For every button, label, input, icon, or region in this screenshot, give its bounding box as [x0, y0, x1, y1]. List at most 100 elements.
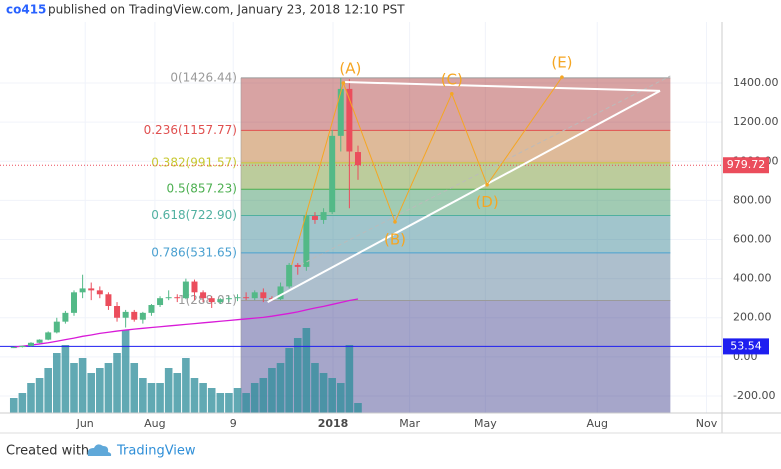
volume-bar — [173, 373, 182, 413]
candle-body — [277, 286, 284, 300]
candle-body — [62, 312, 69, 322]
volume-bar — [156, 383, 164, 413]
volume-bar — [345, 345, 354, 413]
candle-body — [303, 216, 310, 267]
wave-point — [341, 81, 346, 85]
volume-bar — [44, 368, 52, 413]
fib-label: 0(1426.44) — [170, 70, 237, 84]
candle-body — [320, 212, 327, 220]
volume-bar — [336, 383, 345, 413]
volume-bar — [354, 403, 362, 413]
volume-bar — [207, 388, 216, 413]
candle-body — [148, 305, 155, 313]
candle-body — [157, 298, 164, 306]
wave-point — [485, 182, 489, 187]
x-tick-label: Nov — [696, 417, 718, 430]
volume-bar — [285, 348, 293, 413]
y-tick-label: 1200.00 — [733, 115, 779, 128]
volume-bar — [319, 373, 328, 413]
volume-bar — [242, 393, 250, 413]
candle-body — [174, 297, 181, 299]
price-tag-label: 979.72 — [727, 158, 766, 171]
x-tick-label: Jun — [76, 417, 94, 430]
volume-bar — [130, 363, 139, 413]
volume-bar — [139, 378, 147, 413]
candle-body — [45, 332, 52, 340]
candle-body — [294, 264, 301, 267]
fib-label: 0.5(857.23) — [167, 182, 237, 196]
candle-body — [165, 297, 172, 299]
candle-body — [10, 347, 17, 349]
candle-body — [88, 288, 95, 291]
volume-bar — [233, 388, 242, 413]
fib-label: 0.786(531.65) — [151, 245, 237, 259]
x-tick-label: 9 — [230, 417, 237, 430]
fib-zone — [240, 252, 671, 301]
candle-body — [105, 294, 112, 307]
y-tick-label: 800.00 — [733, 193, 772, 206]
candle-body — [53, 321, 60, 333]
y-tick-label: -200.00 — [733, 389, 775, 402]
y-tick-label: 400.00 — [733, 272, 772, 285]
volume-bar — [52, 353, 61, 413]
fib-zone — [240, 162, 671, 190]
volume-bar — [147, 383, 156, 413]
volume-bar — [61, 345, 70, 413]
candle-body — [27, 342, 34, 346]
volume-bar — [268, 368, 276, 413]
x-tick-label: Mar — [399, 417, 420, 430]
volume-bar — [216, 393, 225, 413]
indicator-tag-label: 53.54 — [730, 339, 762, 352]
volume-bar — [113, 353, 121, 413]
trendline — [267, 89, 661, 303]
y-tick-label: 1400.00 — [733, 76, 779, 89]
price-tag — [723, 157, 769, 174]
logo-icon[interactable] — [87, 444, 112, 456]
author[interactable]: co415 — [6, 3, 46, 17]
candle-body — [260, 292, 267, 299]
candle-body — [79, 288, 86, 293]
candle-body — [19, 345, 26, 348]
wave-label: (C) — [441, 70, 463, 88]
volume-bar — [121, 330, 130, 413]
brand[interactable]: TradingView — [116, 444, 196, 459]
x-tick-label: May — [474, 417, 497, 430]
fib-label: 1(288.01) — [178, 293, 237, 307]
y-tick-label: 200.00 — [733, 311, 772, 324]
volume-bar — [250, 383, 259, 413]
candle-body — [243, 297, 250, 299]
x-tick-label: Aug — [586, 417, 607, 430]
candle-body — [182, 281, 189, 299]
logo[interactable] — [87, 444, 112, 456]
x-tick-label: 2018 — [318, 417, 349, 430]
candle-body — [329, 135, 336, 213]
created-with: Created with — [6, 444, 89, 459]
fib-zone — [240, 130, 671, 163]
published: published on TradingView.com, January 23… — [48, 3, 405, 17]
candle-body — [191, 281, 198, 293]
volume-bar — [225, 393, 233, 413]
candle-body — [234, 297, 241, 299]
candle-body — [96, 290, 103, 295]
candle-body — [337, 88, 344, 136]
plot: 0(1426.44) 0.236(1157.77) 0.382(991.57) 0.5… — [0, 22, 722, 413]
volume-bar — [199, 383, 207, 413]
volume-bar — [35, 378, 44, 413]
dashed-line — [300, 75, 671, 266]
candle-body — [217, 299, 224, 303]
candle-body — [346, 88, 353, 152]
candle-body — [286, 264, 293, 287]
volume-bar — [302, 328, 311, 413]
volume-bar — [311, 363, 319, 413]
wave-path — [291, 76, 563, 266]
trendline — [345, 81, 661, 92]
wave-label: (E) — [551, 54, 572, 72]
candle-body — [131, 311, 138, 320]
candle-body — [208, 298, 215, 303]
plot-area — [0, 22, 722, 413]
moving-average — [13, 298, 359, 348]
candle-body — [200, 292, 207, 299]
candle-body — [311, 216, 318, 220]
wave-label: (B) — [384, 230, 406, 248]
